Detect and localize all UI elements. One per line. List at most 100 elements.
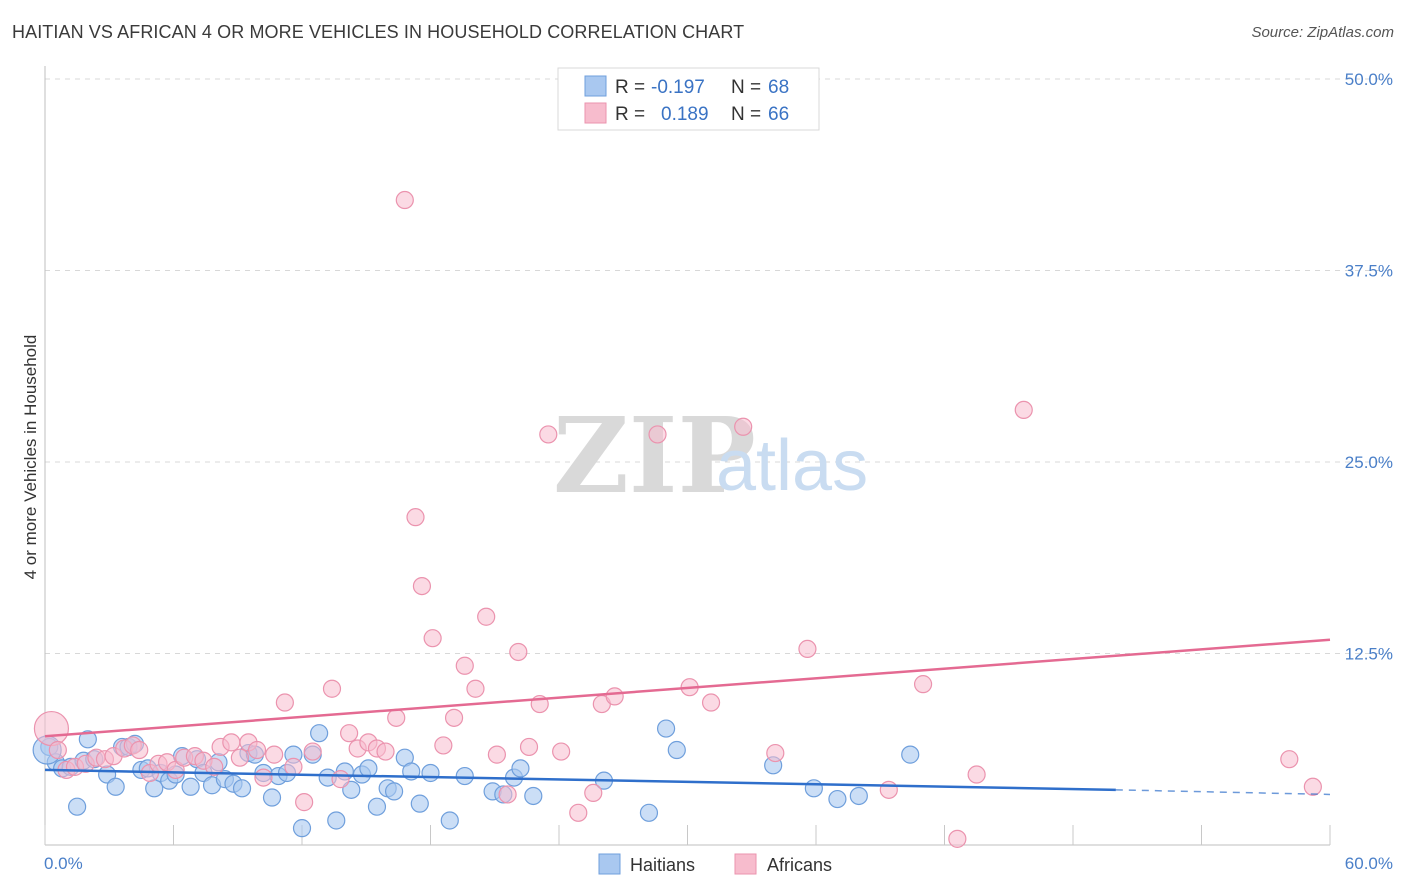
trend-lines [44,638,1331,796]
haitians-point [327,811,346,830]
correlation-legend: R = -0.197 N = 68 R = 0.189 N = 66 [557,67,820,131]
watermark-zip: ZIP [553,394,756,517]
haitians-trend-extension [1115,789,1331,796]
africans-point [509,642,528,662]
legend-haitians-swatch [598,853,621,875]
haitians-point [901,745,920,764]
africans-point [275,693,294,712]
africans-point [584,783,603,803]
haitians-n-label: N = [731,77,761,98]
africans-point [303,742,322,761]
x-tick-labels: 0.0% 60.0% [44,854,1393,873]
africans-point [247,740,267,760]
x-tick-label: 0.0% [44,854,83,873]
chart-title: HAITIAN VS AFRICAN 4 OR MORE VEHICLES IN… [12,22,745,42]
haitians-point [262,788,282,807]
africans-point [1014,400,1033,420]
africans-point [967,765,986,784]
africans-point [423,629,442,648]
africans-n-value: 66 [768,104,789,125]
y-axis-label: 4 or more Vehicles in Household [21,335,40,580]
africans-point [455,656,474,675]
africans-point [406,508,425,527]
africans-point [130,740,149,760]
x-tick-label: 60.0% [1345,854,1393,873]
africans-point [879,780,898,799]
haitians-point [292,819,312,838]
legend-africans-label: Africans [767,855,832,875]
africans-point [33,710,70,747]
africans-point [539,425,558,444]
haitians-r-label: R = [615,77,645,98]
africans-point [254,768,273,787]
africans-point [322,679,342,698]
africans-point [340,724,359,743]
haitians-point [106,777,125,796]
africans-point [519,737,539,757]
africans-point [265,745,284,764]
grid-lines [45,78,1392,654]
africans-point [466,679,485,698]
africans-point [734,417,753,436]
africans-n-label: N = [731,104,761,125]
africans-point [434,736,453,755]
africans-point [766,743,785,763]
africans-point [1303,777,1322,796]
haitians-r-value: -0.197 [651,77,705,98]
africans-point [569,803,588,822]
africans-point [798,639,817,659]
haitians-point [828,789,847,809]
africans-point [48,740,67,760]
haitians-point [849,786,868,806]
africans-point [477,607,496,626]
y-tick-label: 50.0% [1345,70,1393,89]
africans-point [701,693,721,712]
y-tick-label: 37.5% [1345,262,1393,281]
africans-point [552,742,571,761]
haitians-trend-line [44,768,1116,792]
haitians-swatch [584,75,607,97]
haitians-point [524,786,543,806]
haitians-point [367,797,387,816]
africans-point [387,708,406,727]
y-tick-label: 25.0% [1345,453,1393,472]
y-tick-labels: 12.5% 25.0% 37.5% 50.0% [1345,70,1393,664]
y-tick-label: 12.5% [1345,645,1393,664]
haitians-point [145,779,164,798]
africans-r-value: 0.189 [661,104,709,125]
africans-point [648,425,667,444]
legend-africans-swatch [734,853,757,875]
series-legend: Haitians Africans [598,853,832,875]
haitians-point [455,766,474,786]
africans-point [230,748,249,767]
africans-point [487,745,506,764]
watermark-atlas: atlas [716,426,868,506]
africans-point [1280,750,1299,769]
africans-point [913,675,933,694]
haitians-points [32,719,920,838]
haitians-point [310,724,329,743]
haitians-point [181,777,200,796]
haitians-point [511,759,530,778]
africans-point [376,742,395,761]
africans-trend-line [44,638,1331,738]
africans-swatch [584,102,607,124]
africans-point [284,757,303,776]
africans-point [498,785,517,804]
africans-point [395,190,414,210]
africans-point [444,708,464,727]
africans-point [605,687,624,706]
source-label: Source: ZipAtlas.com [1251,24,1394,41]
watermark: ZIP atlas [553,394,868,517]
africans-point [948,829,967,848]
haitians-point [656,719,676,738]
haitians-point [440,811,459,830]
haitians-point [410,794,429,813]
haitians-point [78,730,97,749]
africans-point [331,770,350,789]
africans-point [222,733,241,752]
haitians-point [421,763,440,783]
haitians-point [667,740,686,760]
africans-point [205,757,224,776]
